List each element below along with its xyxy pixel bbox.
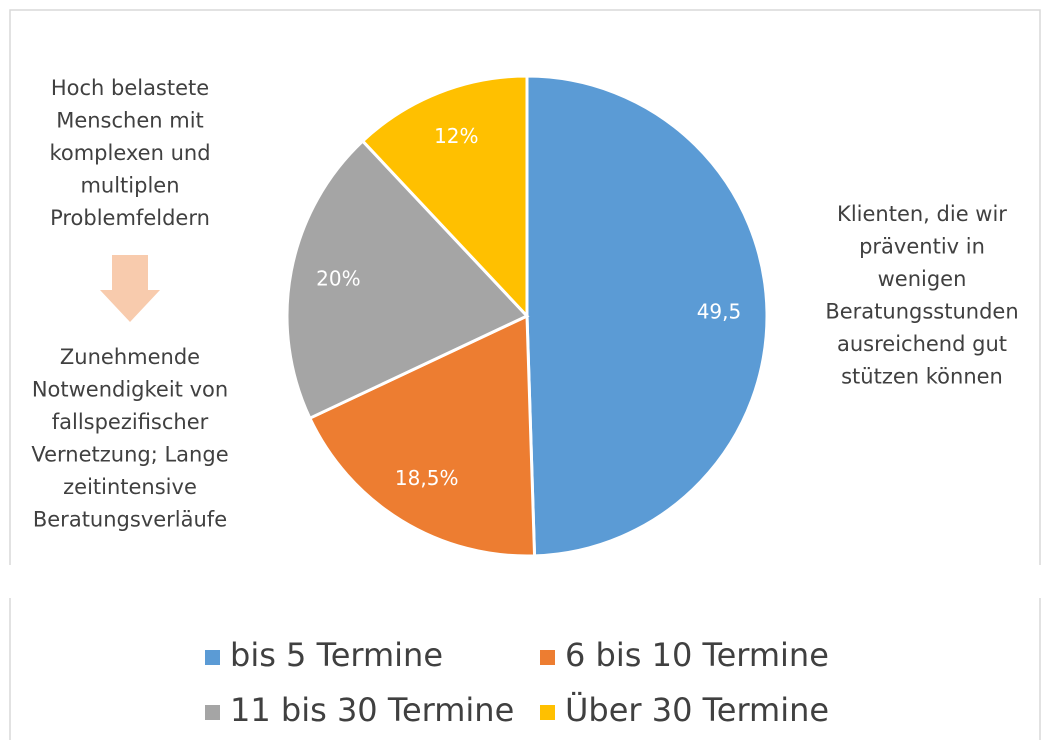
legend-label: bis 5 Termine [230, 636, 443, 674]
legend-marker [540, 705, 555, 720]
pie-slice [525, 74, 769, 558]
annotation: zeitintensive [63, 475, 197, 499]
data-label: 12% [434, 124, 478, 148]
annotation: wenigen [878, 267, 967, 291]
pie-slice [307, 313, 537, 558]
arrow [100, 255, 160, 322]
data-label: 49,5 [697, 299, 742, 323]
data-label: 18,5% [395, 466, 459, 490]
legend-label: Über 30 Termine [565, 691, 829, 729]
annotation: Notwendigkeit von [32, 378, 228, 402]
annotation: präventiv in [859, 235, 985, 259]
annotation: stützen können [841, 365, 1003, 389]
annotation: Klienten, die wir [837, 202, 1007, 226]
annotation: Beratungsverläufe [33, 508, 227, 532]
legend-marker [205, 650, 220, 665]
annotation: komplexen und [49, 141, 210, 165]
legend-label: 11 bis 30 Termine [230, 691, 514, 729]
annotation: fallspezifischer [52, 410, 209, 434]
annotation: Menschen mit [56, 109, 204, 133]
annotation: Beratungsstunden [825, 300, 1018, 324]
annotation: Zunehmende [60, 345, 200, 369]
pie-slice [285, 138, 530, 421]
frame [9, 9, 1041, 740]
annotation: multiplen [80, 174, 179, 198]
annotation: Vernetzung; Lange [31, 443, 228, 467]
data-label: 20% [316, 267, 360, 291]
legend-marker [205, 705, 220, 720]
legend-label: 6 bis 10 Termine [565, 636, 829, 674]
annotation: ausreichend gut [837, 332, 1007, 356]
annotation: Problemfeldern [50, 206, 210, 230]
pie-slice [360, 74, 529, 320]
legend-marker [540, 650, 555, 665]
annotation: Hoch belastete [51, 76, 209, 100]
